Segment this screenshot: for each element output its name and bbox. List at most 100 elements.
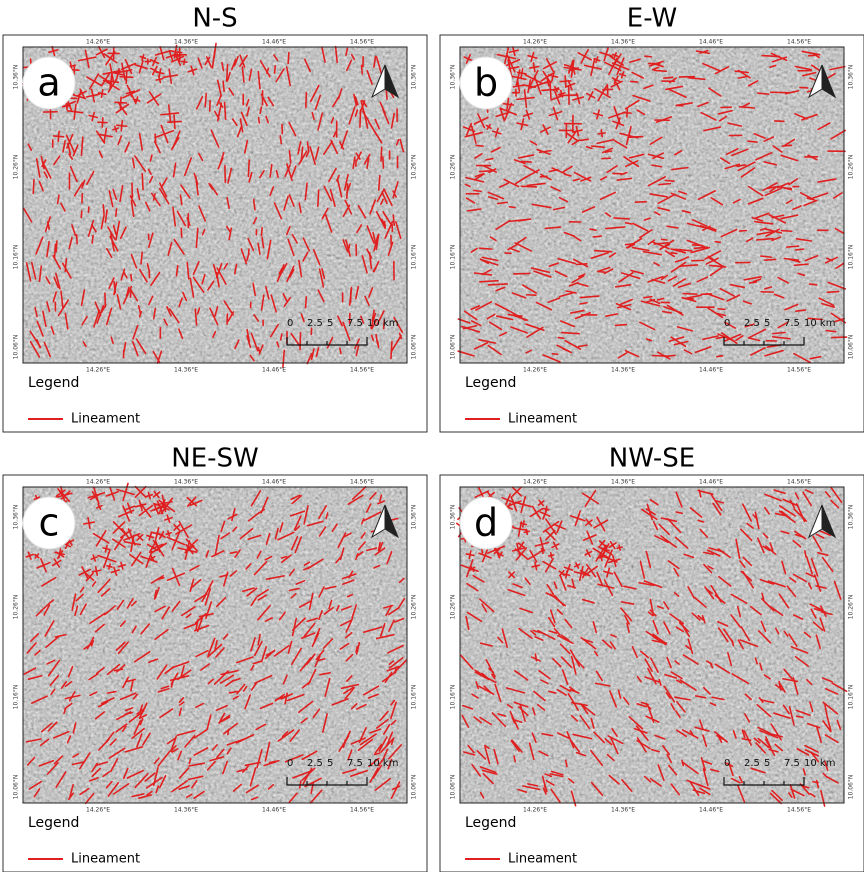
lineament xyxy=(259,118,260,123)
coordinate-label: 10.16°N xyxy=(411,245,418,270)
coordinate-label: 14.26°E xyxy=(86,807,110,814)
lineament xyxy=(117,125,127,126)
lineament xyxy=(318,190,319,206)
lineament xyxy=(524,531,529,532)
lineament xyxy=(81,211,82,217)
scale-label: 2.5 xyxy=(307,758,323,769)
lineament xyxy=(550,81,551,98)
lineament xyxy=(654,70,666,71)
coordinate-label: 14.56°E xyxy=(350,367,374,374)
lineament xyxy=(601,130,602,137)
coordinate-label: 14.26°E xyxy=(523,807,547,814)
coordinate-label: 14.46°E xyxy=(262,479,286,486)
coordinate-label: 14.46°E xyxy=(262,367,286,374)
lineament xyxy=(131,275,132,281)
coordinate-label: 14.26°E xyxy=(86,479,110,486)
lineament xyxy=(631,81,638,82)
lineament xyxy=(593,236,601,237)
scale-label: 0 xyxy=(724,758,730,769)
lineament xyxy=(120,77,133,78)
coordinate-label: 10.06°N xyxy=(13,335,20,360)
lineament xyxy=(63,105,70,106)
coordinate-label: 10.06°N xyxy=(450,775,457,800)
coordinate-label: 10.06°N xyxy=(848,335,855,360)
coordinate-label: 14.56°E xyxy=(787,367,811,374)
scale-label: 2.5 xyxy=(307,318,323,329)
lineament xyxy=(595,251,612,252)
lineament xyxy=(509,207,515,208)
legend-title: Legend xyxy=(465,815,516,831)
lineament xyxy=(796,249,804,250)
lineament xyxy=(92,235,93,243)
panel-letter: d xyxy=(474,501,498,545)
coordinate-label: 14.46°E xyxy=(699,367,723,374)
lineament xyxy=(116,209,117,216)
lineament xyxy=(617,547,622,548)
lineament xyxy=(664,77,673,78)
lineament xyxy=(381,147,382,161)
lineament xyxy=(628,137,643,138)
lineament xyxy=(549,555,554,556)
lineament xyxy=(142,174,143,190)
lineament xyxy=(225,102,226,119)
scale-label: 5 xyxy=(764,758,770,769)
coordinate-label: 14.56°E xyxy=(787,807,811,814)
lineament xyxy=(115,102,126,103)
coordinate-label: 14.26°E xyxy=(86,367,110,374)
coordinate-label: 10.26°N xyxy=(450,595,457,620)
lineament xyxy=(565,76,566,87)
lineament xyxy=(590,229,596,230)
lineament xyxy=(717,356,723,357)
relief-map xyxy=(460,487,844,803)
lineament xyxy=(378,342,379,348)
lineament xyxy=(827,292,838,293)
lineament xyxy=(155,134,156,142)
lineament xyxy=(615,325,626,326)
scale-label: 5 xyxy=(764,318,770,329)
coordinate-label: 14.46°E xyxy=(699,39,723,46)
coordinate-label: 10.36°N xyxy=(411,505,418,530)
lineament xyxy=(379,176,380,190)
lineament xyxy=(498,202,508,203)
lineament xyxy=(476,145,483,146)
coordinate-label: 10.26°N xyxy=(411,595,418,620)
coordinate-label: 14.36°E xyxy=(611,39,635,46)
coordinate-label: 10.36°N xyxy=(848,65,855,90)
coordinate-label: 14.56°E xyxy=(350,479,374,486)
lineament xyxy=(677,105,683,106)
scale-label: 10 km xyxy=(367,758,398,769)
lineament xyxy=(796,310,805,311)
panel-title: NW-SE xyxy=(609,444,695,474)
lineament xyxy=(33,180,34,194)
lineament xyxy=(715,242,720,243)
lineament xyxy=(347,184,348,198)
legend-title: Legend xyxy=(28,375,79,391)
lineament xyxy=(813,782,818,783)
lineament xyxy=(280,136,281,144)
coordinate-label: 14.46°E xyxy=(262,39,286,46)
scale-label: 5 xyxy=(327,758,333,769)
lineament xyxy=(748,141,757,142)
lineament xyxy=(77,235,78,244)
lineament xyxy=(261,228,262,236)
coordinate-label: 14.36°E xyxy=(174,39,198,46)
lineament xyxy=(662,239,667,240)
coordinate-label: 10.26°N xyxy=(13,155,20,180)
coordinate-label: 10.36°N xyxy=(848,505,855,530)
lineament xyxy=(552,354,557,355)
scale-label: 0 xyxy=(724,318,730,329)
lineament xyxy=(558,338,563,339)
coordinate-label: 10.26°N xyxy=(13,595,20,620)
panel-title: E-W xyxy=(627,4,677,34)
lineament xyxy=(614,218,629,219)
lineament xyxy=(288,53,289,64)
lineament xyxy=(773,333,785,334)
lineament xyxy=(562,333,580,334)
scale-label: 7.5 xyxy=(784,758,800,769)
lineament xyxy=(750,282,757,283)
coordinate-label: 14.56°E xyxy=(787,39,811,46)
lineament xyxy=(391,342,392,359)
lineament xyxy=(488,284,507,285)
lineament xyxy=(782,145,791,146)
lineament xyxy=(306,93,307,108)
